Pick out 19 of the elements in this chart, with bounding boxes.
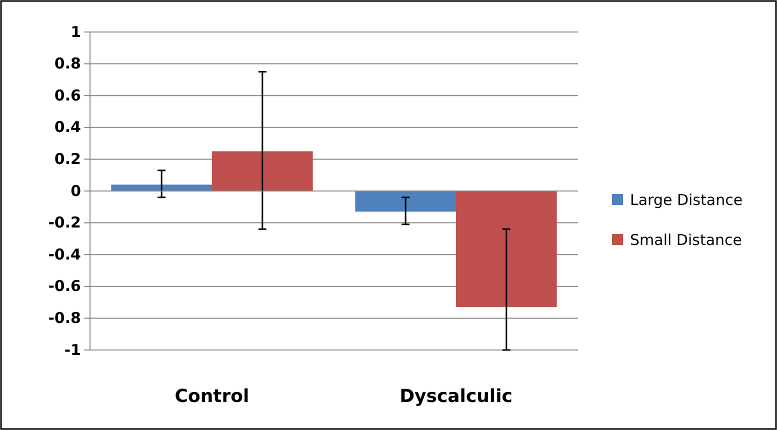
bar: [355, 191, 456, 212]
bar: [456, 191, 557, 308]
y-tick-label: 0.6: [54, 86, 81, 104]
y-tick-label: -1: [64, 340, 81, 359]
legend-label: Small Distance: [630, 231, 742, 249]
legend-label: Large Distance: [630, 191, 743, 209]
y-tick-label: -0.8: [48, 309, 81, 327]
y-tick-label: -0.4: [48, 245, 81, 264]
y-tick-label: 1: [70, 22, 81, 41]
y-tick-label: -0.6: [48, 277, 81, 296]
y-tick-label: -0.2: [48, 214, 81, 232]
bar: [212, 151, 313, 191]
x-tick-label: Control: [174, 386, 250, 407]
y-tick-label: 0: [70, 182, 81, 200]
y-tick-label: 0.4: [54, 118, 81, 136]
bar: [111, 184, 212, 191]
y-tick-label: 0.8: [54, 54, 81, 73]
y-tick-label: 0.2: [54, 150, 81, 168]
x-tick-label: Dyscalculic: [400, 386, 512, 407]
